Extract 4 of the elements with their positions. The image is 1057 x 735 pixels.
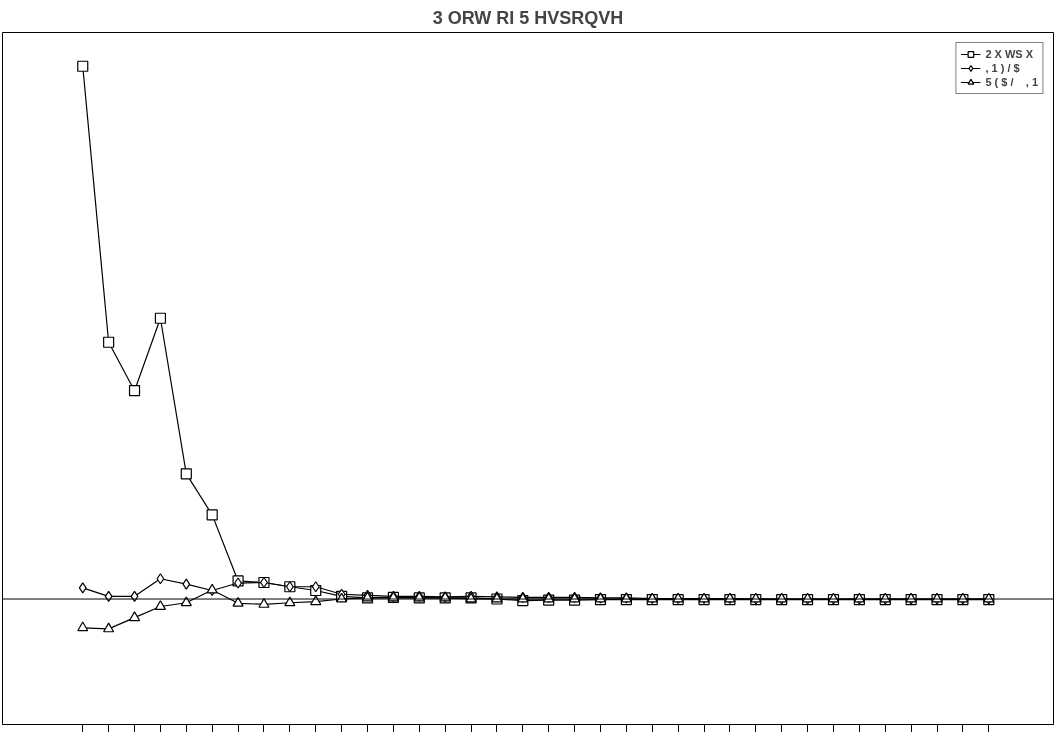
legend-label: 5 ( $ / , 1 bbox=[985, 75, 1038, 89]
chart-title: 3 ORW RI 5 HVSRQVH bbox=[432, 7, 624, 28]
legend-label: , 1 ) / $ bbox=[985, 61, 1020, 75]
legend-label: 2 X WS X bbox=[985, 47, 1034, 61]
